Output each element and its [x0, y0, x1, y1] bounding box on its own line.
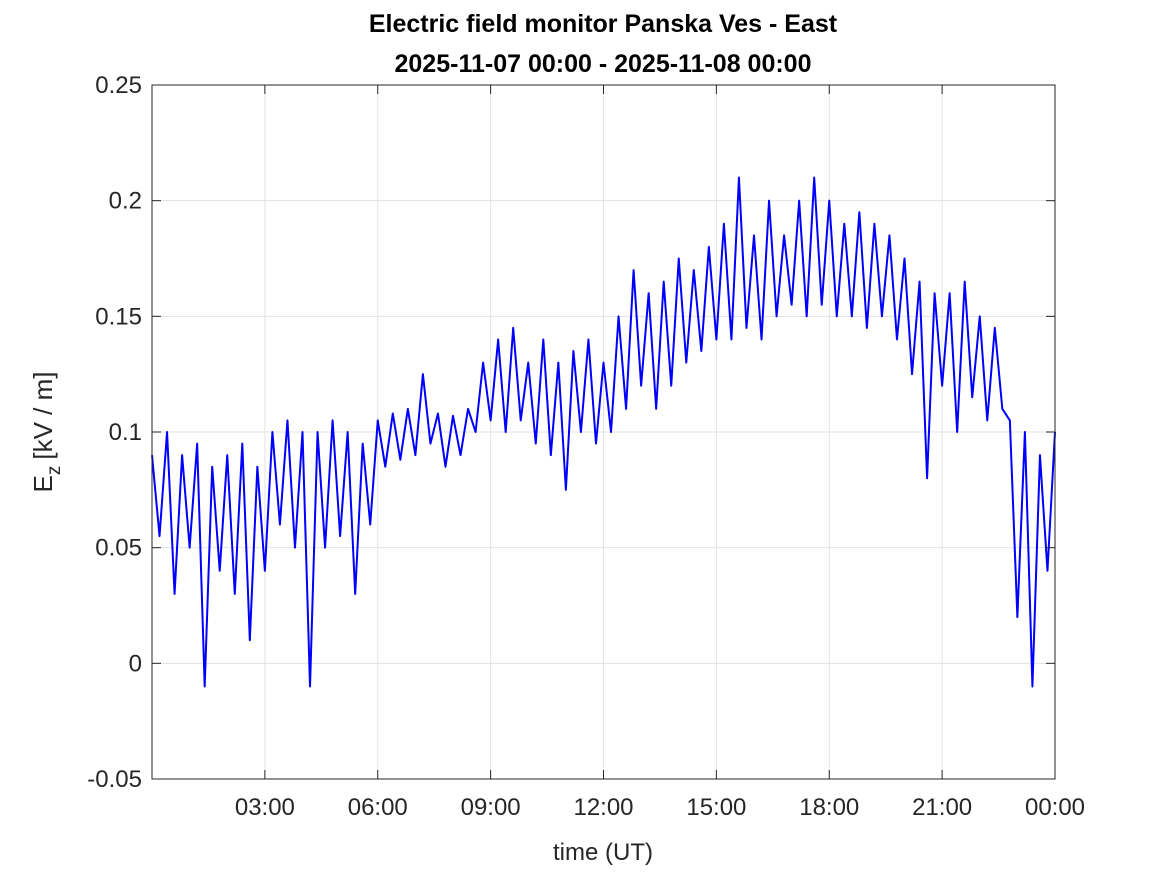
x-tick-label: 09:00: [461, 794, 521, 821]
chart-title: Electric field monitor Panska Ves - East: [369, 10, 838, 38]
x-tick-label: 06:00: [348, 794, 408, 821]
y-label-sub: z: [44, 466, 65, 476]
y-axis-label: Ez [kV / m]: [28, 372, 65, 493]
x-axis-label: time (UT): [553, 839, 653, 866]
y-tick-label: 0: [129, 650, 142, 677]
y-tick-label: 0.15: [95, 303, 142, 330]
y-label-main: E: [28, 475, 58, 492]
y-tick-label: -0.05: [87, 766, 142, 793]
y-label-unit: [kV / m]: [28, 372, 58, 460]
x-tick-label: 18:00: [799, 794, 859, 821]
x-tick-label: 15:00: [686, 794, 746, 821]
chart-subtitle: 2025-11-07 00:00 - 2025-11-08 00:00: [395, 50, 812, 78]
x-tick-label: 03:00: [235, 794, 295, 821]
data-line: [151, 176, 1056, 688]
ticks: -0.05 0 0.05 0.1 0.15 0.2 0.25 03:00 06:00 09:00 1…: [87, 72, 1085, 821]
y-tick-label: 0.2: [109, 188, 142, 215]
y-tick-label: 0.05: [95, 535, 142, 562]
y-tick-label: 0.1: [109, 419, 142, 446]
x-tick-label: 21:00: [912, 794, 972, 821]
y-tick-label: 0.25: [95, 72, 142, 99]
x-tick-label: 12:00: [573, 794, 633, 821]
plot-area: [151, 176, 1056, 688]
x-tick-label: 00:00: [1025, 794, 1085, 821]
